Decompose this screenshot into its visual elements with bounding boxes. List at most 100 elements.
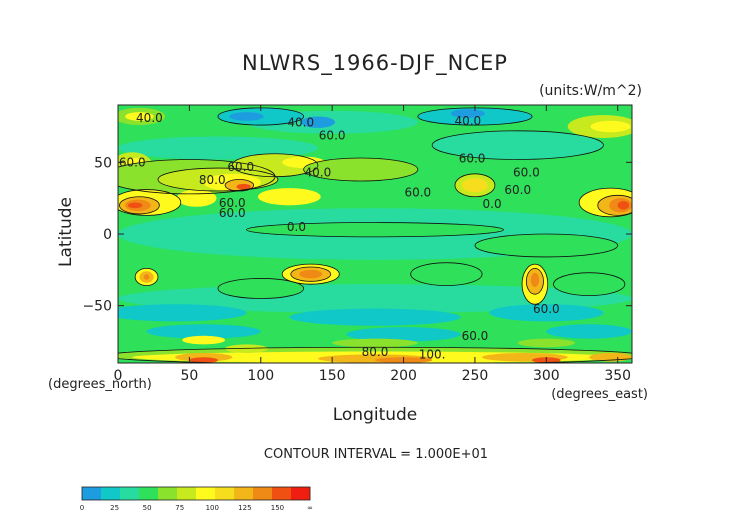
x-tick-label: 100 bbox=[247, 368, 274, 384]
contour-label: 80.0 bbox=[199, 173, 226, 187]
x-unit-label: (degrees_east) bbox=[551, 387, 648, 402]
contour-fill bbox=[530, 272, 540, 288]
contour-fill bbox=[189, 357, 218, 363]
contour-label: 60.0 bbox=[462, 329, 489, 343]
contour-fill bbox=[517, 338, 575, 348]
y-tick-label: 50 bbox=[94, 155, 112, 171]
contour-interval: CONTOUR INTERVAL = 1.000E+01 bbox=[264, 447, 488, 462]
contour-fill bbox=[127, 202, 143, 209]
contour-fill bbox=[462, 178, 488, 193]
contour-line bbox=[224, 179, 255, 192]
contour-label: 40.0 bbox=[287, 116, 314, 130]
chart-title: NLWRS_1966-DJF_NCEP bbox=[242, 51, 508, 76]
x-tick-label: 50 bbox=[180, 368, 198, 384]
contour-fill bbox=[225, 344, 268, 353]
contour-fill bbox=[410, 262, 483, 286]
y-tick-label: 0 bbox=[103, 227, 112, 243]
y-unit-label: (degrees_north) bbox=[48, 377, 152, 392]
contour-line bbox=[290, 266, 332, 282]
colorbar-tick-label: ∞ bbox=[307, 504, 313, 512]
contour-fill bbox=[553, 272, 625, 296]
contour-label: 60.0 bbox=[319, 128, 346, 142]
contour-label-layer: 40.060.060.080.060.060.00.040.060.0 60.04… bbox=[119, 111, 560, 362]
x-axis-label: Longitude bbox=[333, 405, 418, 425]
contour-fill bbox=[257, 188, 321, 206]
contour-label: 40.0 bbox=[454, 114, 481, 128]
contour-label: 60.0 bbox=[513, 166, 540, 180]
contour-fill bbox=[303, 158, 418, 181]
contour-line bbox=[157, 167, 279, 192]
colorbar-swatch bbox=[272, 487, 292, 500]
contour-line bbox=[431, 130, 604, 160]
contour-fill bbox=[289, 308, 461, 326]
contour-fill bbox=[346, 327, 461, 342]
colorbar-tick-label: 125 bbox=[238, 504, 251, 512]
colorbar-swatch bbox=[158, 487, 178, 500]
contour-fill bbox=[146, 324, 261, 339]
contour-fill bbox=[217, 278, 304, 299]
contour-fill bbox=[143, 274, 150, 280]
contour-line bbox=[119, 196, 160, 215]
colorbar-swatch bbox=[101, 487, 121, 500]
contour-label: 40.0 bbox=[305, 166, 332, 180]
y-axis-ticks: −50 0 50 bbox=[82, 155, 632, 315]
contour-line bbox=[281, 263, 340, 285]
contour-fill bbox=[474, 234, 618, 257]
x-tick-label: 350 bbox=[604, 368, 631, 384]
x-tick-label: 200 bbox=[390, 368, 417, 384]
y-tick-label: −50 bbox=[82, 299, 112, 315]
colorbar-tick-label: 0 bbox=[80, 504, 84, 512]
contour-line bbox=[303, 157, 419, 182]
contour-fill bbox=[299, 269, 323, 279]
contour-label: 0.0 bbox=[287, 220, 306, 234]
contour-fill bbox=[617, 201, 630, 210]
heatmap-field: 40.060.060.080.060.060.00.040.060.0 60.04… bbox=[118, 105, 632, 363]
contour-line bbox=[525, 267, 544, 295]
colorbar-frame bbox=[81, 486, 311, 501]
contour-label: 60.0 bbox=[219, 206, 246, 220]
contour-fill bbox=[489, 304, 604, 322]
contour-line bbox=[231, 153, 319, 178]
colorbar-swatch bbox=[177, 487, 197, 500]
contour-fill bbox=[176, 189, 217, 207]
colorbar-swatch bbox=[120, 487, 140, 500]
contour-fill bbox=[332, 338, 418, 348]
colorbar-swatch bbox=[234, 487, 254, 500]
contour-label: 0.0 bbox=[483, 197, 502, 211]
contour-fill bbox=[590, 120, 631, 133]
contour-label: 60.0 bbox=[404, 186, 431, 200]
contour-line bbox=[454, 173, 496, 198]
colorbar-swatch bbox=[253, 487, 273, 500]
colorbar-swatch bbox=[82, 487, 102, 500]
contour-fill bbox=[546, 324, 632, 339]
contour-line bbox=[578, 187, 632, 218]
colorbar-tick-label: 75 bbox=[175, 504, 184, 512]
contour-fill bbox=[300, 116, 336, 128]
contour-line bbox=[217, 278, 305, 299]
contour-label: 60.0 bbox=[533, 302, 560, 316]
contour-label: 60.0 bbox=[219, 196, 246, 210]
x-tick-label: 300 bbox=[533, 368, 560, 384]
contour-line bbox=[474, 233, 619, 258]
y-axis-label: Latitude bbox=[56, 197, 76, 267]
contour-fill bbox=[125, 112, 154, 121]
contour-label: 60.0 bbox=[504, 183, 531, 197]
contour-line bbox=[118, 346, 632, 363]
contour-line bbox=[118, 189, 182, 216]
contour-label: 80.0 bbox=[362, 345, 389, 359]
colorbar-labels: 0 25 50 75 100 125 150 ∞ bbox=[80, 504, 313, 512]
contour-line bbox=[246, 222, 504, 238]
colorbar-tick-label: 150 bbox=[271, 504, 284, 512]
colorbar-swatch bbox=[291, 487, 311, 500]
contour-fill bbox=[246, 222, 504, 237]
contour-line bbox=[521, 263, 549, 305]
colorbar-tick-label: 25 bbox=[110, 504, 119, 512]
contour-fill bbox=[182, 335, 226, 345]
contour-label: 100. bbox=[419, 348, 446, 362]
contour-fill bbox=[236, 183, 251, 190]
contour-label: 60.0 bbox=[119, 156, 146, 170]
contour-label: 60.0 bbox=[227, 160, 254, 174]
contour-fill bbox=[118, 304, 247, 322]
colorbar-tick-label: 100 bbox=[206, 504, 219, 512]
